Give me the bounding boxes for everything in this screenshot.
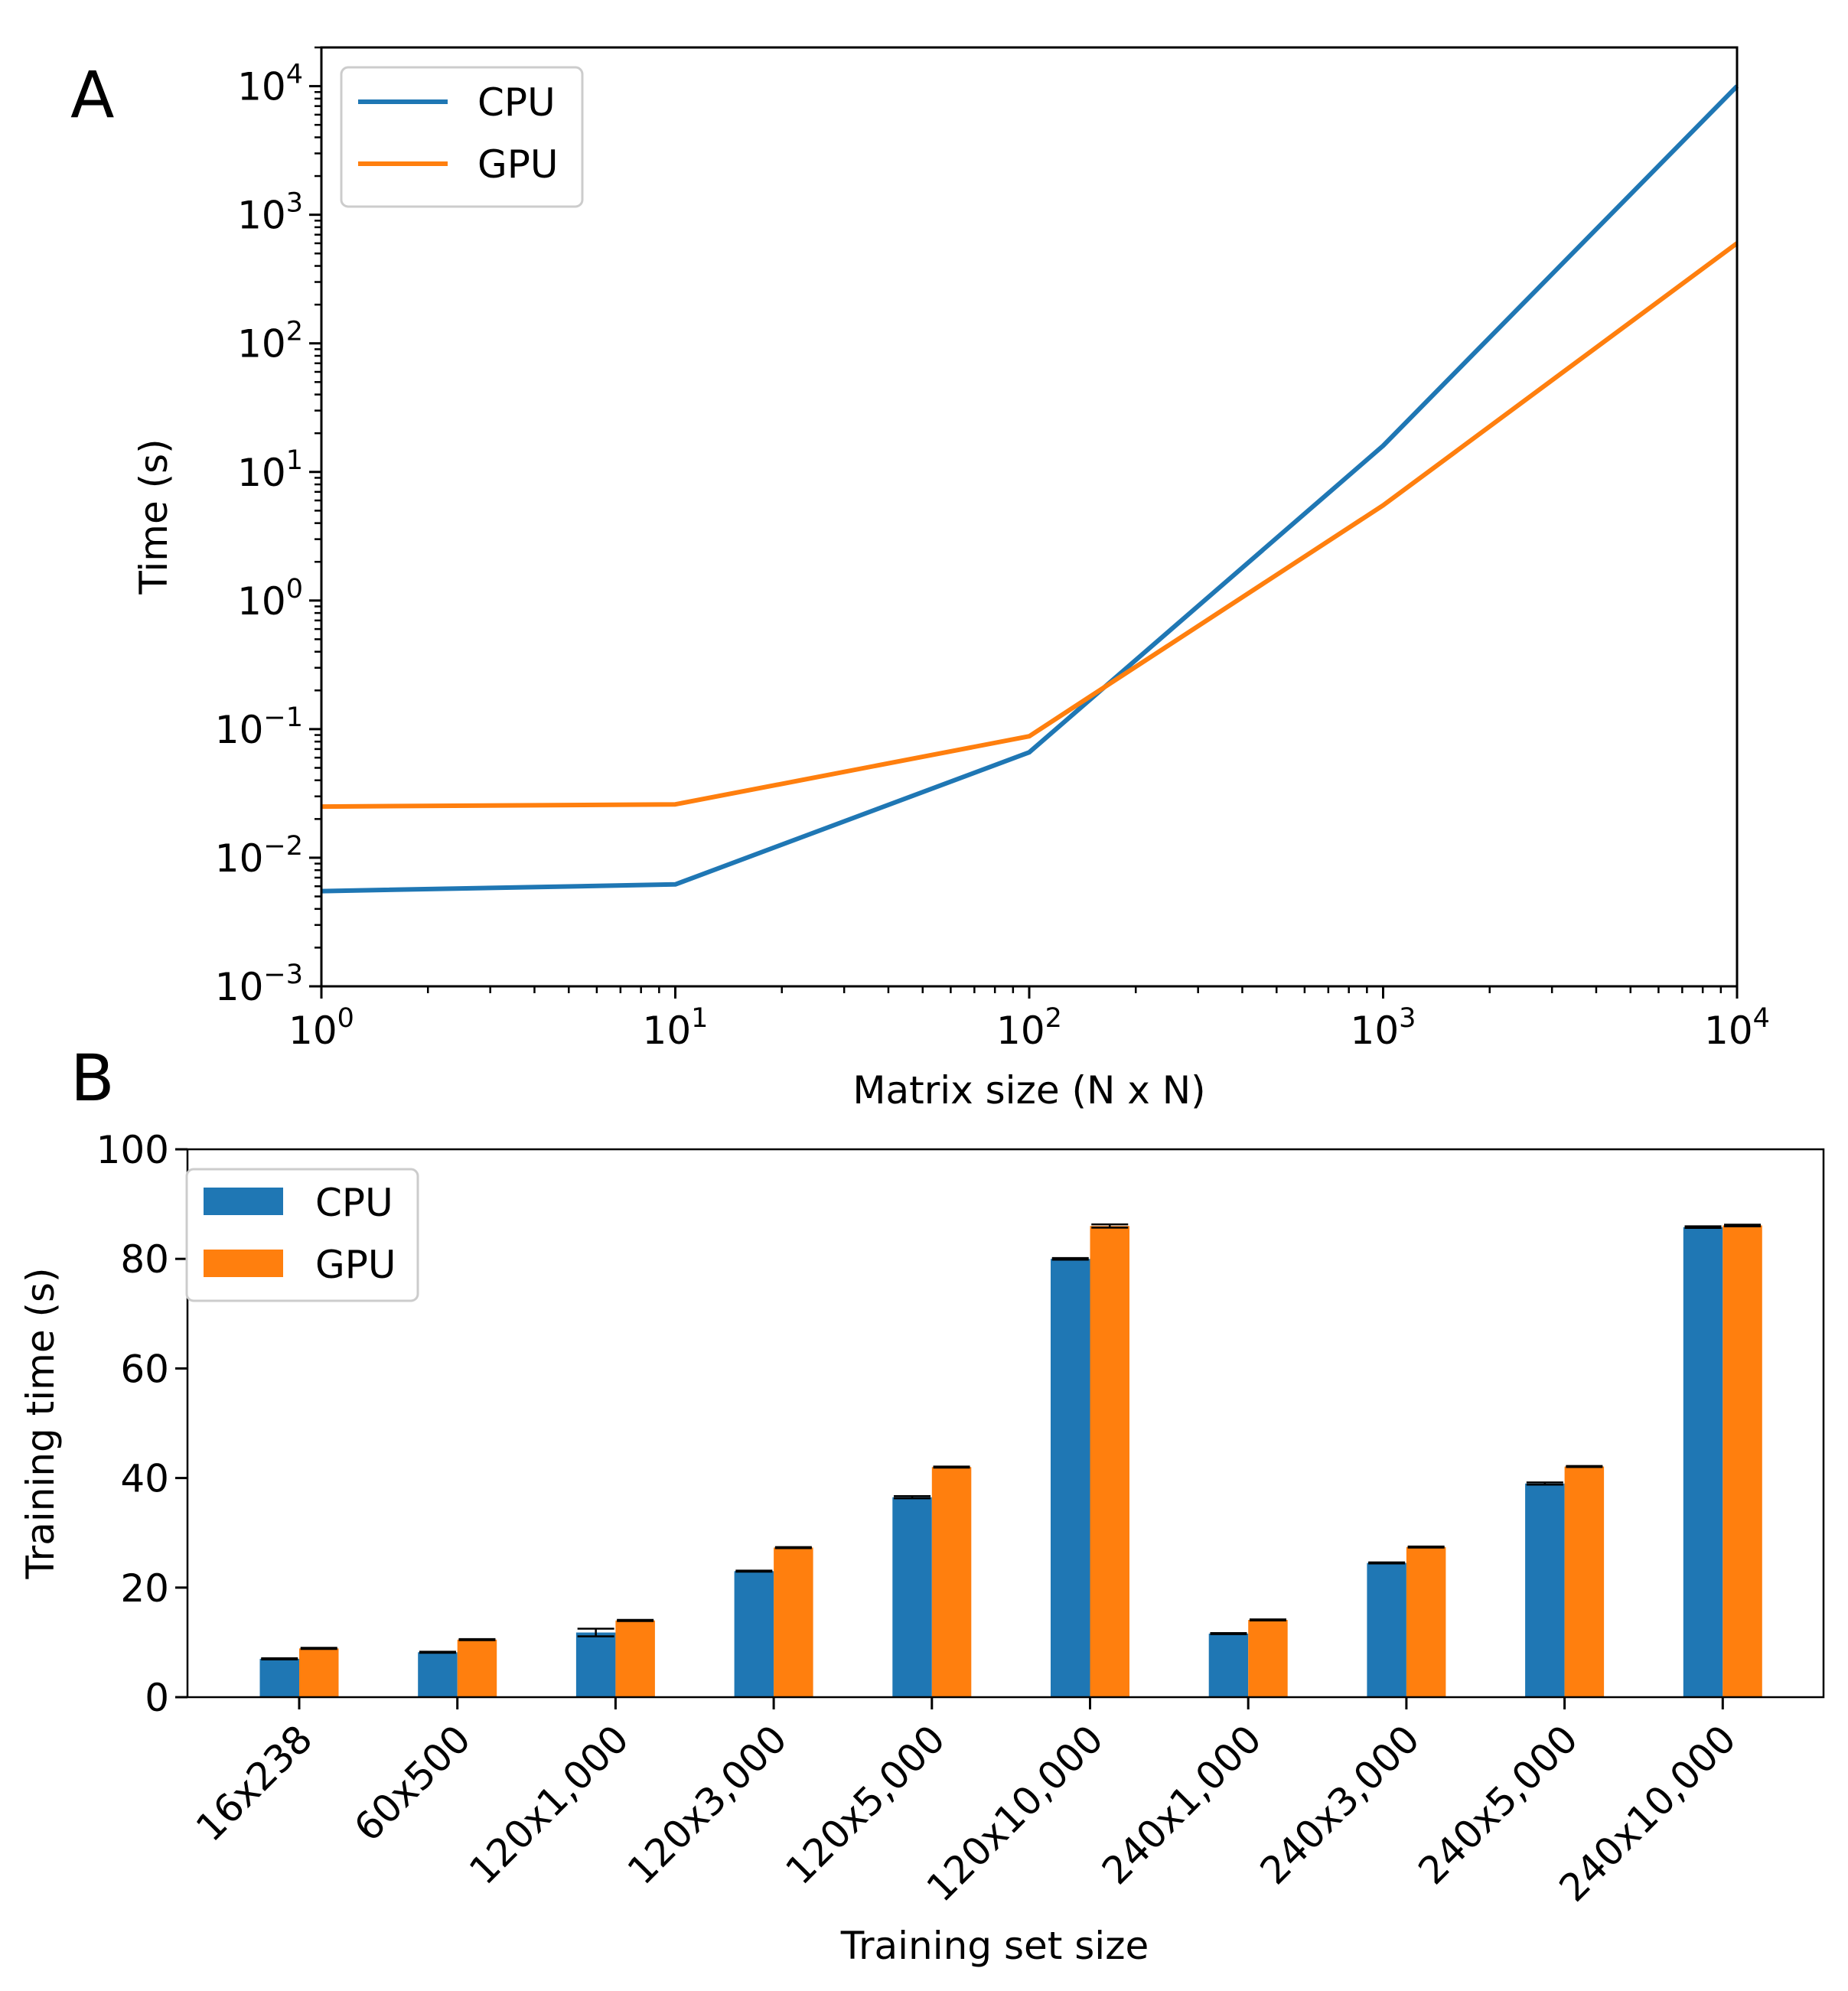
panel-b-legend-gpu-label: GPU — [315, 1243, 396, 1287]
panel-b-legend-cpu-label: CPU — [315, 1181, 393, 1225]
panel-b-bar-cpu — [1208, 1633, 1249, 1697]
panel-b-y-tick-label: 40 — [120, 1457, 169, 1501]
panel-b-bar-gpu — [1406, 1546, 1446, 1697]
panel-b-y-tick-label: 20 — [120, 1566, 169, 1611]
panel-a-legend-cpu-label: CPU — [477, 80, 556, 125]
panel-b-legend-cpu-swatch — [204, 1188, 283, 1215]
panel-b-bar-cpu — [1367, 1562, 1406, 1697]
panel-b-bar-cpu — [1683, 1227, 1723, 1697]
panel-a-x-tick-label: 103 — [1351, 1003, 1416, 1053]
panel-b-bar-gpu — [615, 1620, 655, 1697]
panel-a-legend-gpu-label: GPU — [477, 142, 559, 187]
panel-b-legend-gpu-swatch — [204, 1250, 283, 1277]
panel-b-bar-cpu — [575, 1632, 616, 1697]
panel-b-y-axis-label: Training time (s) — [18, 1267, 63, 1579]
panel-a-line-chart: 100 101 102 103 104 10−310−210−1100101102103… — [132, 46, 1770, 1113]
panel-b-legend: CPU GPU — [185, 1168, 419, 1302]
panel-b-y-tick-label: 100 — [96, 1128, 169, 1172]
panel-a-frame — [320, 46, 1739, 988]
panel-label-b: B — [70, 1041, 115, 1116]
panel-b-y-ticks: 0 20 40 60 80 100 — [96, 1128, 187, 1720]
panel-b-bar-cpu — [892, 1497, 932, 1697]
panel-b-x-axis-label: Training set size — [840, 1924, 1149, 1968]
panel-b-bar-cpu — [734, 1571, 774, 1697]
panel-a-line-gpu — [321, 241, 1739, 810]
panel-b-bar-cpu — [1051, 1259, 1090, 1697]
panel-b-bars — [259, 1223, 1762, 1697]
panel-b-bar-gpu — [457, 1639, 497, 1697]
panel-b-bar-gpu — [1723, 1225, 1762, 1697]
panel-b-bar-gpu — [774, 1547, 813, 1697]
panel-b-bar-cpu — [259, 1658, 299, 1697]
panel-a-x-ticks: 100 101 102 103 104 — [288, 986, 1770, 1053]
panel-b-frame — [186, 1148, 1825, 1699]
panel-b-bar-gpu — [1090, 1226, 1129, 1697]
panel-b-y-tick-label: 0 — [145, 1676, 169, 1720]
panel-a-line-cpu — [321, 84, 1739, 894]
panel-b-bar-cpu — [1525, 1483, 1565, 1697]
panel-a-y-axis-label: Time (s) — [132, 438, 176, 595]
panel-a-series — [321, 84, 1739, 894]
panel-a-legend: CPU GPU — [340, 66, 584, 208]
panel-a-y-tick-label: 10−2 — [215, 831, 303, 881]
panel-b-bar-gpu — [931, 1467, 972, 1697]
panel-b-bar-gpu — [1248, 1620, 1288, 1697]
panel-b-bar-cpu — [418, 1652, 458, 1697]
panel-a-x-axis-label: Matrix size (N x N) — [852, 1068, 1205, 1113]
panel-b-y-tick-label: 80 — [120, 1237, 169, 1282]
panel-b-bar-gpu — [1564, 1466, 1605, 1697]
panel-b-y-tick-label: 60 — [120, 1347, 169, 1391]
panel-b-bar-gpu — [299, 1648, 339, 1697]
panel-label-a: A — [70, 57, 114, 132]
